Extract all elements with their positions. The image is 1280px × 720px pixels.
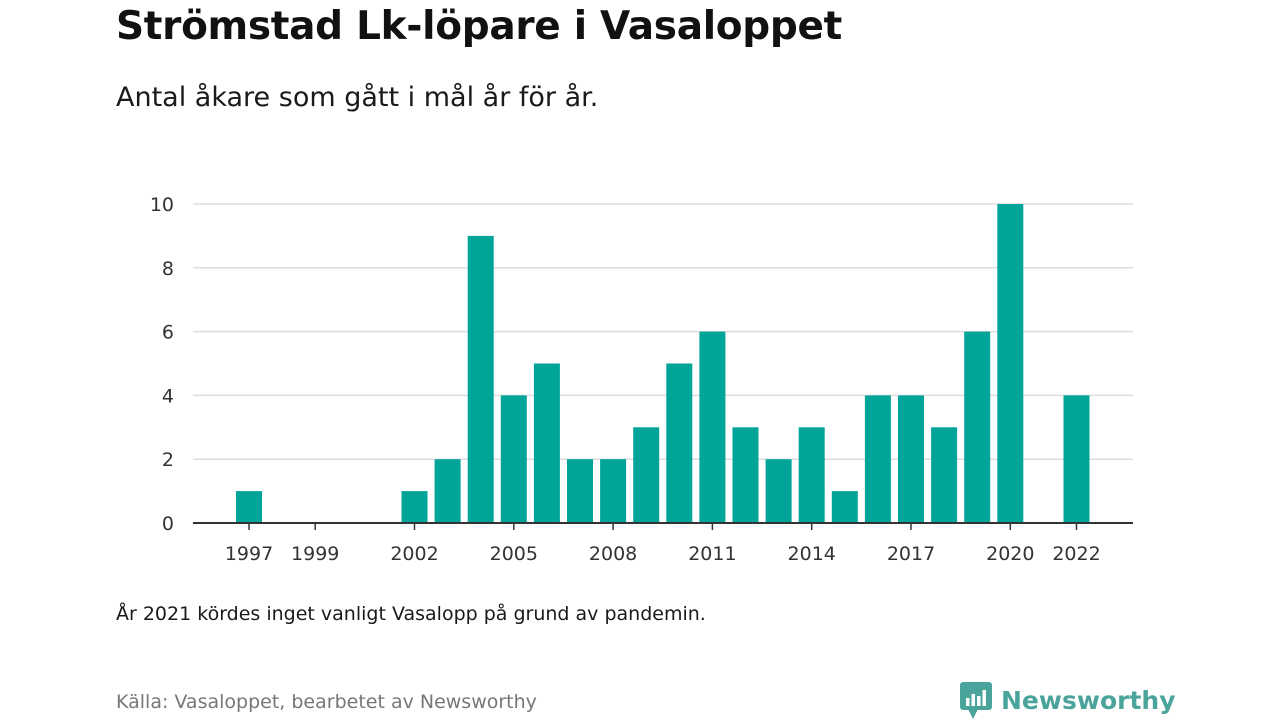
chart-subtitle: Antal åkare som gått i mål år för år. [116, 82, 599, 113]
y-tick-labels: 0 2 4 6 8 10 [150, 194, 174, 535]
x-tick-label: 2002 [390, 543, 438, 565]
bar-2013 [765, 459, 792, 523]
bar-2009 [633, 427, 660, 523]
x-tick-label: 2011 [688, 543, 736, 565]
newsworthy-brand: Newsworthy [959, 680, 1176, 720]
newsworthy-logo-icon [960, 682, 992, 719]
y-tick-label: 2 [162, 449, 174, 471]
bar-2014 [798, 427, 825, 523]
x-axis [193, 522, 1133, 530]
x-tick-label: 2022 [1052, 543, 1100, 565]
y-tick-label: 0 [162, 513, 174, 535]
source-credit: Källa: Vasaloppet, bearbetet av Newswort… [116, 691, 537, 713]
x-tick-label: 2005 [490, 543, 538, 565]
brand-name: Newsworthy [1001, 685, 1176, 715]
bar-2016 [864, 395, 891, 523]
bar-2022 [1063, 395, 1090, 523]
y-tick-label: 10 [150, 194, 174, 216]
chart-title: Strömstad Lk-löpare i Vasaloppet [116, 4, 843, 49]
y-tick-label: 6 [162, 322, 174, 344]
bar-chart: 0 2 4 6 8 10 1997 1999 2002 2005 2008 2011 2014 2017… [150, 194, 1133, 565]
bar-2010 [666, 363, 693, 523]
x-tick-labels: 1997 1999 2002 2005 2008 2011 2014 2017 2020 2022 [225, 543, 1101, 565]
y-tick-label: 8 [162, 258, 174, 280]
bar-2012 [732, 427, 759, 523]
bar-2019 [964, 331, 991, 523]
bar-2017 [898, 395, 924, 523]
x-tick-label: 1999 [291, 543, 339, 565]
x-tick-label: 2008 [589, 543, 637, 565]
x-tick-label: 2014 [788, 543, 836, 565]
bar-2002 [401, 491, 428, 523]
bar-2004 [467, 235, 494, 523]
bar-2003 [434, 459, 461, 523]
gridlines [193, 203, 1133, 460]
bar-1997 [236, 491, 262, 523]
bar-2011 [699, 331, 726, 523]
bar-2020 [997, 204, 1024, 523]
x-tick-label: 1997 [225, 543, 273, 565]
x-tick-label: 2017 [887, 543, 935, 565]
y-tick-label: 4 [162, 385, 174, 407]
bar-2005 [500, 395, 527, 523]
bar-2015 [831, 491, 858, 523]
chart-footnote: År 2021 kördes inget vanligt Vasalopp på… [116, 603, 706, 625]
bar-2018 [931, 427, 958, 523]
bars [236, 204, 1090, 523]
bar-2006 [533, 363, 560, 523]
bar-2007 [567, 459, 593, 523]
x-tick-label: 2020 [986, 543, 1034, 565]
bar-2008 [600, 459, 627, 523]
